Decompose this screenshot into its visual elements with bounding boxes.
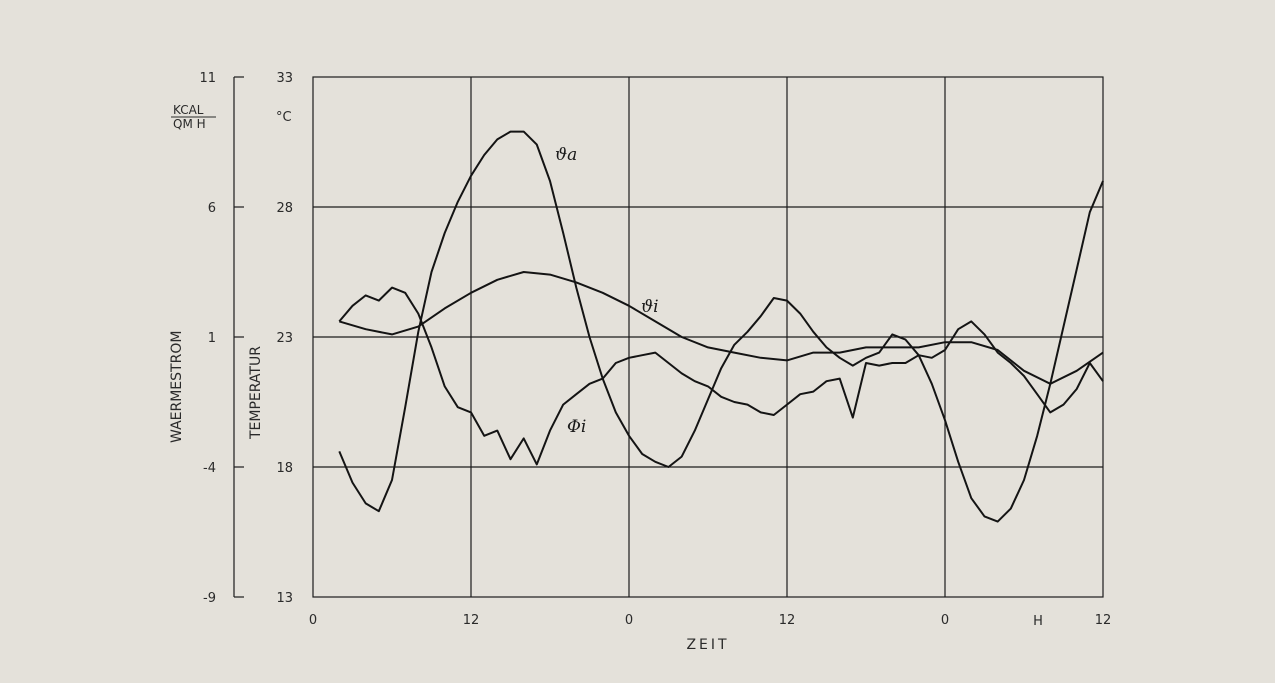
x-tick-label: 12	[779, 613, 796, 628]
left-tick-label: -9	[203, 591, 216, 606]
x-tick-label: 0	[625, 613, 633, 628]
right-tick-label: 18	[276, 461, 293, 476]
series-theta-i-line	[339, 271, 1104, 385]
x-tick-label: 12	[463, 613, 480, 628]
left-unit-bottom: QM H	[173, 117, 206, 131]
right-unit: °C	[276, 110, 292, 125]
series-phi-i-line	[338, 286, 1104, 466]
series-label-phi-i: Φi	[567, 417, 586, 437]
x-tick-label: 0	[941, 613, 949, 628]
x-tick-label: 12	[1095, 613, 1112, 628]
left-tick-label: 11	[199, 71, 216, 86]
left-unit-top: KCAL	[173, 103, 204, 117]
x-axis-unit: H	[1033, 614, 1043, 629]
right-axis-ticks: 33 28 23 18 13	[276, 71, 293, 606]
series-label-theta-i: ϑi	[641, 297, 659, 317]
x-axis-title: ZEIT	[686, 637, 729, 653]
x-axis-ticks: 0 12 0 12 0 12	[309, 613, 1111, 628]
right-tick-label: 13	[276, 591, 293, 606]
left-tick-label: -4	[203, 461, 216, 476]
series-theta-a-line	[338, 130, 1104, 523]
left-axis-ticks: 11 6 1 -4 -9	[199, 71, 216, 606]
x-tick-label: 0	[309, 613, 317, 628]
right-tick-label: 33	[276, 71, 293, 86]
right-axis-title: TEMPERATUR	[248, 346, 264, 440]
left-tick-label: 1	[208, 331, 216, 346]
right-tick-label: 28	[276, 201, 293, 216]
left-tick-label: 6	[208, 201, 216, 216]
left-axis-title: WAERMESTROM	[169, 331, 185, 443]
series-layer	[338, 130, 1104, 523]
series-label-theta-a: ϑa	[555, 145, 577, 165]
grid-lines	[313, 77, 1103, 597]
right-tick-label: 23	[276, 331, 293, 346]
left-axis	[233, 76, 244, 598]
